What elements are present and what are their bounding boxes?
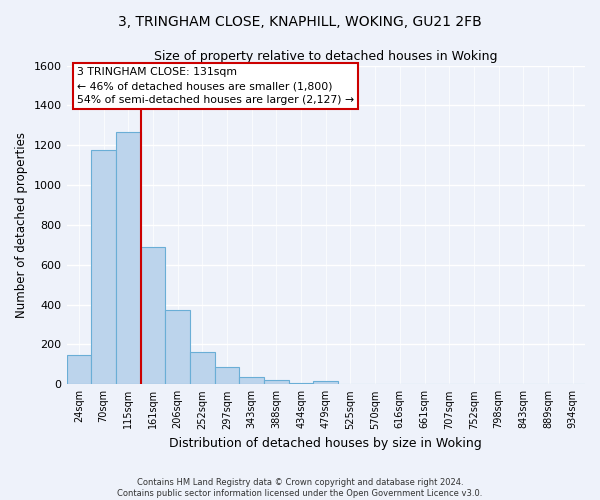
Bar <box>215 367 239 384</box>
Bar <box>239 378 264 384</box>
Bar <box>190 352 215 384</box>
Text: 3, TRINGHAM CLOSE, KNAPHILL, WOKING, GU21 2FB: 3, TRINGHAM CLOSE, KNAPHILL, WOKING, GU2… <box>118 15 482 29</box>
X-axis label: Distribution of detached houses by size in Woking: Distribution of detached houses by size … <box>169 437 482 450</box>
Text: 3 TRINGHAM CLOSE: 131sqm
← 46% of detached houses are smaller (1,800)
54% of sem: 3 TRINGHAM CLOSE: 131sqm ← 46% of detach… <box>77 67 354 105</box>
Bar <box>165 310 190 384</box>
Title: Size of property relative to detached houses in Woking: Size of property relative to detached ho… <box>154 50 497 63</box>
Bar <box>91 150 116 384</box>
Bar <box>67 355 91 384</box>
Bar <box>313 382 338 384</box>
Y-axis label: Number of detached properties: Number of detached properties <box>15 132 28 318</box>
Text: Contains HM Land Registry data © Crown copyright and database right 2024.
Contai: Contains HM Land Registry data © Crown c… <box>118 478 482 498</box>
Bar <box>264 380 289 384</box>
Bar <box>116 132 140 384</box>
Bar <box>140 247 165 384</box>
